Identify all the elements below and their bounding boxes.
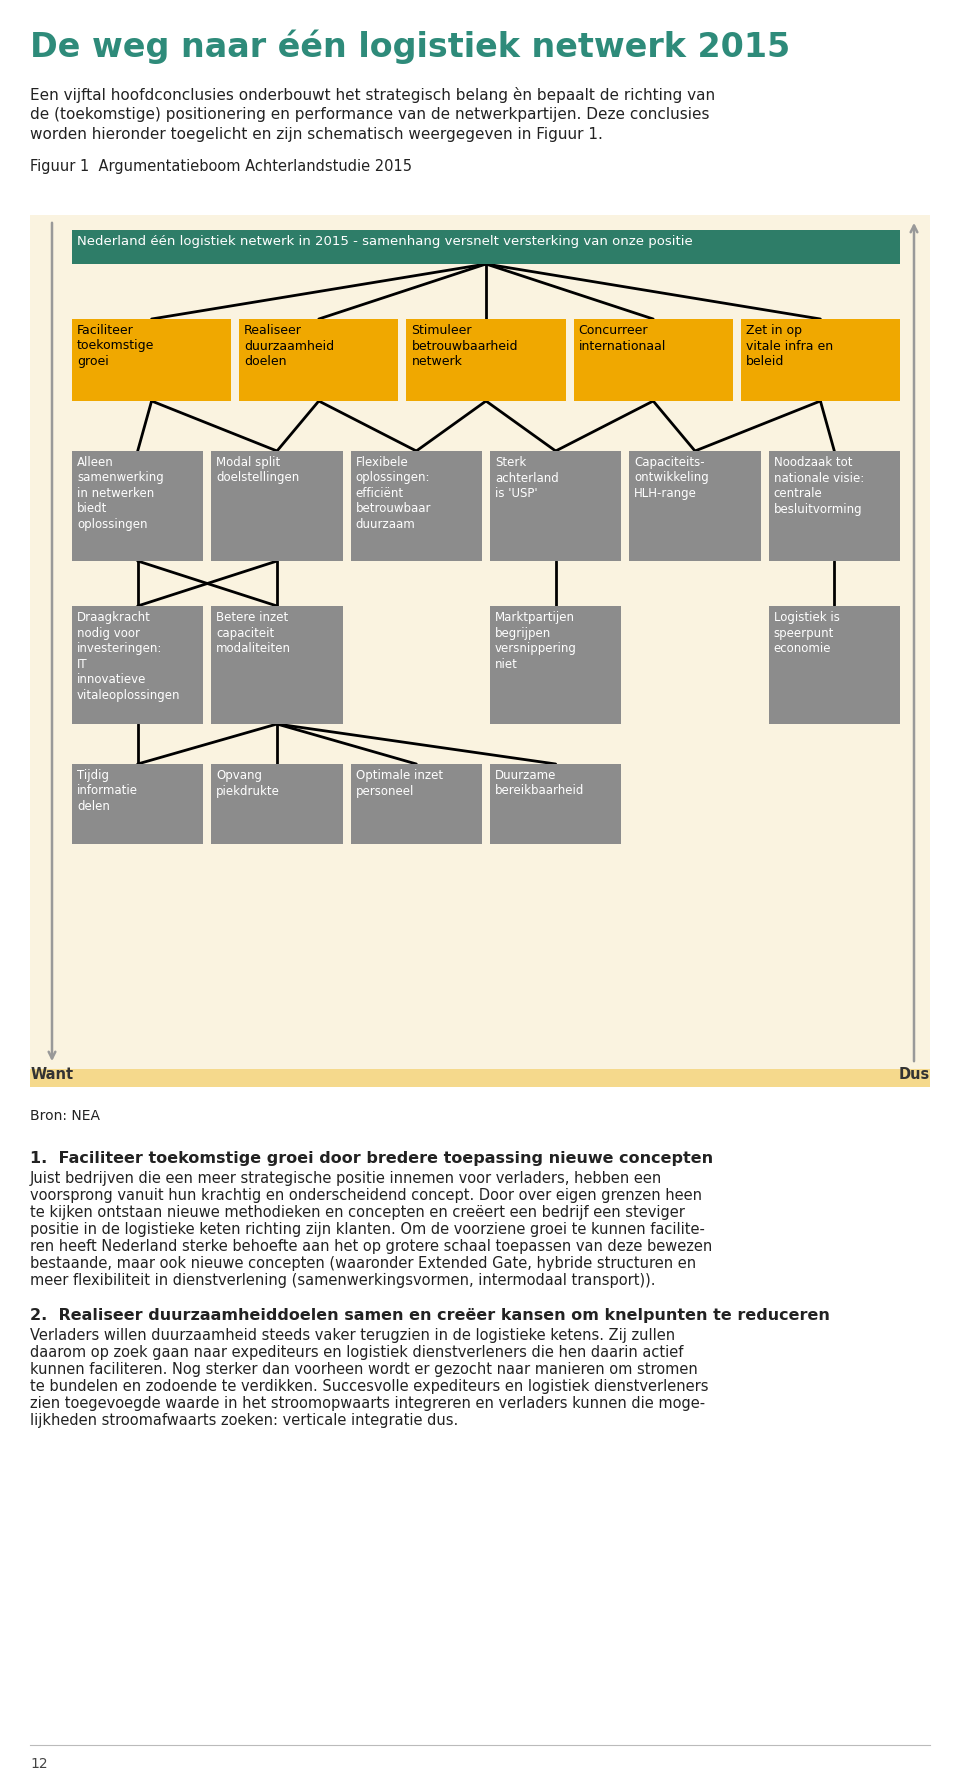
Text: zien toegevoegde waarde in het stroomopwaarts integreren en verladers kunnen die: zien toegevoegde waarde in het stroomopw… (30, 1396, 706, 1412)
Text: Capaciteits-
ontwikkeling
HLH-range: Capaciteits- ontwikkeling HLH-range (635, 456, 709, 500)
Text: 2.  Realiseer duurzaamheiddoelen samen en creëer kansen om knelpunten te reducer: 2. Realiseer duurzaamheiddoelen samen en… (30, 1308, 829, 1322)
Text: 1.  Faciliteer toekomstige groei door bredere toepassing nieuwe concepten: 1. Faciliteer toekomstige groei door bre… (30, 1151, 713, 1165)
FancyBboxPatch shape (239, 320, 398, 400)
FancyBboxPatch shape (769, 450, 900, 561)
FancyBboxPatch shape (72, 606, 204, 724)
Text: lijkheden stroomafwaarts zoeken: verticale integratie dus.: lijkheden stroomafwaarts zoeken: vertica… (30, 1414, 458, 1428)
Text: voorsprong vanuit hun krachtig en onderscheidend concept. Door over eigen grenze: voorsprong vanuit hun krachtig en onders… (30, 1188, 702, 1203)
Text: Marktpartijen
begrijpen
versnippering
niet: Marktpartijen begrijpen versnippering ni… (495, 611, 577, 670)
Text: 12: 12 (30, 1757, 48, 1771)
Text: Figuur 1  Argumentatieboom Achterlandstudie 2015: Figuur 1 Argumentatieboom Achterlandstud… (30, 159, 412, 173)
Text: Concurreer
internationaal: Concurreer internationaal (579, 323, 666, 352)
FancyBboxPatch shape (211, 450, 343, 561)
FancyBboxPatch shape (490, 606, 621, 724)
Text: Juist bedrijven die een meer strategische positie innemen voor verladers, hebben: Juist bedrijven die een meer strategisch… (30, 1170, 662, 1187)
Text: positie in de logistieke keten richting zijn klanten. Om de voorziene groei te k: positie in de logistieke keten richting … (30, 1222, 705, 1237)
Text: De weg naar één logistiek netwerk 2015: De weg naar één logistiek netwerk 2015 (30, 30, 790, 64)
Text: ren heeft Nederland sterke behoefte aan het op grotere schaal toepassen van deze: ren heeft Nederland sterke behoefte aan … (30, 1238, 712, 1254)
Text: Draagkracht
nodig voor
investeringen:
IT
innovatieve
vitaleoplossingen: Draagkracht nodig voor investeringen: IT… (77, 611, 180, 702)
Text: Sterk
achterland
is 'USP': Sterk achterland is 'USP' (495, 456, 559, 500)
Text: Bron: NEA: Bron: NEA (30, 1110, 100, 1122)
Text: te kijken ontstaan nieuwe methodieken en concepten en creëert een bedrijf een st: te kijken ontstaan nieuwe methodieken en… (30, 1204, 684, 1221)
Text: de (toekomstige) positionering en performance van de netwerkpartijen. Deze concl: de (toekomstige) positionering en perfor… (30, 107, 709, 122)
Text: bestaande, maar ook nieuwe concepten (waaronder Extended Gate, hybride structure: bestaande, maar ook nieuwe concepten (wa… (30, 1256, 696, 1271)
FancyBboxPatch shape (72, 231, 900, 264)
Text: Zet in op
vitale infra en
beleid: Zet in op vitale infra en beleid (746, 323, 833, 368)
Text: Tijdig
informatie
delen: Tijdig informatie delen (77, 768, 138, 813)
Text: Nederland één logistiek netwerk in 2015 - samenhang versnelt versterking van onz: Nederland één logistiek netwerk in 2015 … (77, 236, 693, 248)
Text: Logistiek is
speerpunt
economie: Logistiek is speerpunt economie (774, 611, 840, 656)
Text: Een vijftal hoofdconclusies onderbouwt het strategisch belang èn bepaalt de rich: Een vijftal hoofdconclusies onderbouwt h… (30, 88, 715, 104)
Text: Betere inzet
capaciteit
modaliteiten: Betere inzet capaciteit modaliteiten (216, 611, 291, 656)
Text: Alleen
samenwerking
in netwerken
biedt
oplossingen: Alleen samenwerking in netwerken biedt o… (77, 456, 164, 531)
Text: Flexibele
oplossingen:
efficiënt
betrouwbaar
duurzaam: Flexibele oplossingen: efficiënt betrouw… (355, 456, 431, 531)
FancyBboxPatch shape (490, 765, 621, 843)
Text: Noodzaak tot
nationale visie:
centrale
besluitvorming: Noodzaak tot nationale visie: centrale b… (774, 456, 864, 515)
FancyBboxPatch shape (490, 450, 621, 561)
FancyBboxPatch shape (211, 765, 343, 843)
FancyBboxPatch shape (30, 214, 930, 1086)
Text: worden hieronder toegelicht en zijn schematisch weergegeven in Figuur 1.: worden hieronder toegelicht en zijn sche… (30, 127, 603, 141)
Text: Stimuleer
betrouwbaarheid
netwerk: Stimuleer betrouwbaarheid netwerk (412, 323, 517, 368)
FancyBboxPatch shape (72, 450, 204, 561)
FancyBboxPatch shape (72, 320, 231, 400)
Text: Verladers willen duurzaamheid steeds vaker terugzien in de logistieke ketens. Zi: Verladers willen duurzaamheid steeds vak… (30, 1328, 675, 1344)
Text: daarom op zoek gaan naar expediteurs en logistiek dienstverleners die hen daarin: daarom op zoek gaan naar expediteurs en … (30, 1346, 684, 1360)
Text: Faciliteer
toekomstige
groei: Faciliteer toekomstige groei (77, 323, 155, 368)
FancyBboxPatch shape (30, 1069, 930, 1086)
FancyBboxPatch shape (211, 606, 343, 724)
Text: meer flexibiliteit in dienstverlening (samenwerkingsvormen, intermodaal transpor: meer flexibiliteit in dienstverlening (s… (30, 1272, 656, 1288)
FancyBboxPatch shape (72, 765, 204, 843)
Text: Dus: Dus (899, 1067, 929, 1081)
FancyBboxPatch shape (573, 320, 732, 400)
FancyBboxPatch shape (350, 450, 482, 561)
Text: Realiseer
duurzaamheid
doelen: Realiseer duurzaamheid doelen (244, 323, 334, 368)
Text: te bundelen en zodoende te verdikken. Succesvolle expediteurs en logistiek diens: te bundelen en zodoende te verdikken. Su… (30, 1380, 708, 1394)
Text: Opvang
piekdrukte: Opvang piekdrukte (216, 768, 280, 797)
Text: Modal split
doelstellingen: Modal split doelstellingen (216, 456, 300, 484)
Text: Optimale inzet
personeel: Optimale inzet personeel (355, 768, 443, 797)
FancyBboxPatch shape (741, 320, 900, 400)
Text: Want: Want (31, 1067, 74, 1081)
FancyBboxPatch shape (350, 765, 482, 843)
Text: Duurzame
bereikbaarheid: Duurzame bereikbaarheid (495, 768, 585, 797)
Text: kunnen faciliteren. Nog sterker dan voorheen wordt er gezocht naar manieren om s: kunnen faciliteren. Nog sterker dan voor… (30, 1362, 698, 1378)
FancyBboxPatch shape (406, 320, 565, 400)
FancyBboxPatch shape (769, 606, 900, 724)
FancyBboxPatch shape (630, 450, 760, 561)
